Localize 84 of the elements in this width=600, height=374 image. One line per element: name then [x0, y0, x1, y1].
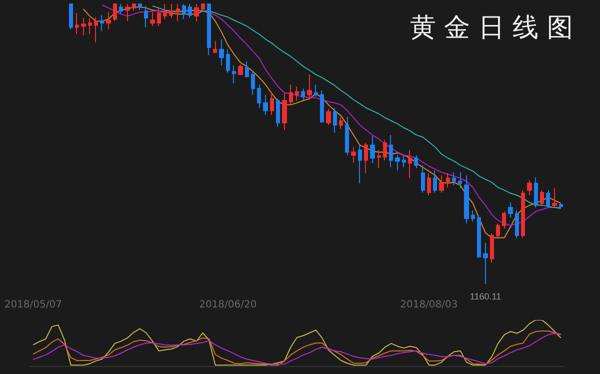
- x-tick-label: 2018/06/20: [199, 300, 257, 310]
- candlestick: [245, 60, 249, 78]
- candlestick: [377, 150, 381, 169]
- candlestick: [370, 135, 375, 164]
- candlestick: [307, 74, 312, 100]
- candlestick: [389, 134, 393, 168]
- candlestick: [88, 18, 92, 35]
- candlestick: [100, 14, 104, 32]
- candlestick: [446, 172, 450, 188]
- candlestick: [314, 84, 318, 98]
- candlestick: [483, 242, 488, 284]
- candlestick: [75, 12, 79, 35]
- candlestick: [552, 188, 557, 208]
- candlestick: [540, 190, 544, 206]
- candlestick: [427, 172, 431, 196]
- candlestick: [106, 12, 111, 30]
- candlestick: [458, 172, 462, 189]
- candlestick: [295, 86, 299, 102]
- candlestick: [351, 146, 356, 164]
- candlestick: [132, 4, 136, 12]
- candlestick: [270, 92, 274, 116]
- candlestick: [176, 4, 180, 22]
- candlestick: [301, 88, 305, 100]
- candlestick: [119, 4, 123, 15]
- candlestick: [194, 4, 199, 22]
- candlestick: [439, 174, 444, 193]
- candlestick: [150, 12, 155, 27]
- candlestick: [251, 70, 255, 96]
- candlestick: [163, 4, 167, 20]
- candlestick: [201, 4, 205, 12]
- candlestick: [125, 4, 130, 22]
- candlestick: [464, 174, 469, 224]
- candlestick: [238, 64, 243, 76]
- candlestick: [546, 190, 550, 208]
- candlestick: [395, 154, 400, 171]
- candlestick: [345, 116, 349, 156]
- candlestick: [282, 92, 287, 130]
- candlestick: [289, 84, 293, 106]
- candlestick: [69, 4, 73, 30]
- candlestick: [226, 48, 230, 74]
- candlestick: [113, 4, 117, 22]
- candlestick: [138, 4, 142, 11]
- candlestick: [320, 90, 324, 124]
- candlestick: [508, 202, 513, 218]
- chart-title: 黄 金 日 线 图: [410, 13, 574, 43]
- candlestick: [452, 172, 456, 186]
- candlestick: [383, 140, 387, 161]
- candlestick: [276, 98, 280, 128]
- candlestick: [257, 84, 261, 108]
- candlestick: [81, 18, 86, 36]
- candlestick: [182, 4, 186, 20]
- candlestick: [207, 4, 211, 56]
- candlestick: [408, 150, 412, 179]
- candlestick: [364, 142, 368, 174]
- candlestick: [471, 210, 475, 222]
- annotation: 1160.11: [470, 292, 502, 302]
- candlestick: [502, 210, 506, 230]
- x-tick-label: 2018/05/07: [4, 300, 62, 310]
- x-tick-label: 2018/08/03: [400, 300, 458, 310]
- candlestick: [521, 190, 525, 238]
- candlestick: [421, 164, 425, 193]
- candlestick: [213, 40, 217, 53]
- candlestick: [402, 154, 406, 168]
- candlestick: [157, 6, 161, 27]
- candlestick: [534, 176, 538, 208]
- candlestick: [232, 64, 236, 84]
- candlestick: [263, 94, 268, 116]
- candlestick: [188, 4, 192, 18]
- candlestick: [358, 144, 362, 184]
- candlestick: [496, 223, 500, 238]
- candlestick: [339, 116, 343, 130]
- candlestick: [144, 5, 148, 28]
- candlestick: [333, 107, 337, 134]
- candlestick: [433, 170, 437, 193]
- candlestick: [490, 233, 494, 264]
- candlestick: [477, 214, 481, 258]
- candlestick: [559, 202, 563, 208]
- candlestick: [94, 16, 98, 43]
- candlestick: [527, 180, 532, 196]
- candlestick: [414, 154, 418, 169]
- candlestick: [169, 4, 173, 18]
- candlestick: [219, 38, 224, 66]
- candlestick: [326, 108, 331, 126]
- candlestick: [515, 210, 519, 238]
